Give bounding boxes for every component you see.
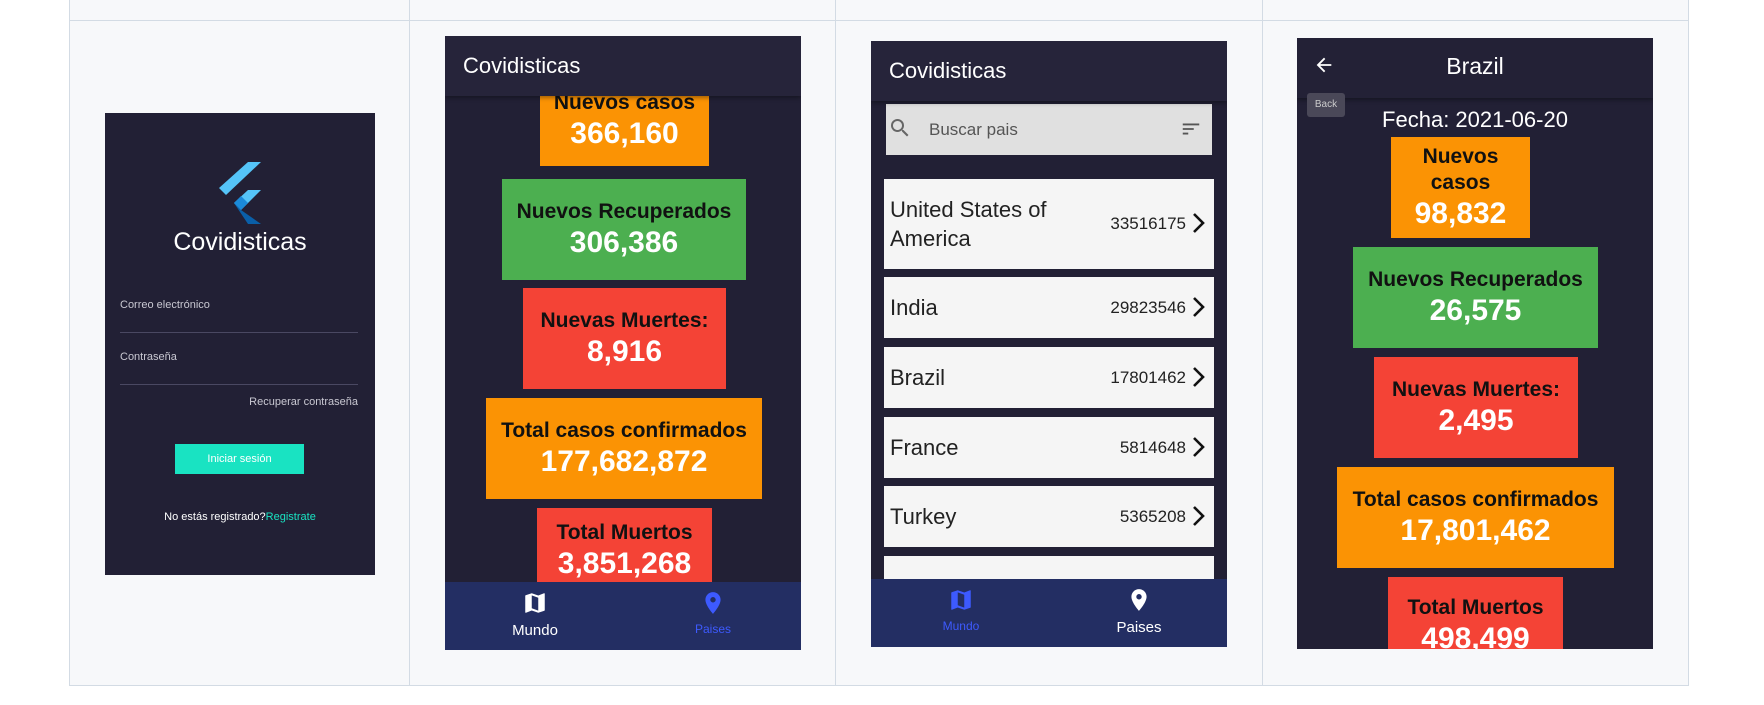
country-list-screen: Covidisticas Buscar pais United States o…	[871, 41, 1227, 647]
app-bar: Covidisticas	[445, 36, 801, 96]
country-detail-screen: Brazil Back Fecha: 2021-06-20 Nuevos cas…	[1297, 38, 1653, 649]
stat-value: 498,499	[1421, 622, 1530, 649]
country-row[interactable]: United States of America 33516175	[884, 179, 1214, 269]
chevron-right-icon	[1193, 506, 1205, 526]
stat-label: Total Muertos	[1407, 596, 1544, 619]
login-button[interactable]: Iniciar sesión	[175, 444, 304, 474]
country-name: France	[890, 435, 959, 460]
nav-item-mundo[interactable]: Mundo	[475, 590, 595, 639]
country-row[interactable]: India 29823546	[884, 277, 1214, 338]
stat-new-deaths: Nuevas Muertes: 8,916	[523, 288, 726, 389]
bottom-navigation: Mundo Paises	[871, 579, 1227, 647]
app-bar-title: Covidisticas	[889, 58, 1007, 83]
stat-label: Total casos confirmados	[501, 418, 747, 442]
stat-value: 177,682,872	[540, 444, 708, 478]
stat-label: Total Muertos	[556, 521, 693, 544]
register-prompt: No estás registrado?Registrate	[105, 511, 375, 523]
search-bar[interactable]: Buscar pais	[886, 104, 1212, 155]
search-icon	[891, 119, 909, 137]
country-name: Brazil	[890, 365, 946, 390]
nav-label: Mundo	[512, 622, 558, 639]
chevron-right-icon	[1193, 367, 1205, 387]
table-cell-top-4	[1262, 0, 1689, 21]
stat-total-deaths: Total Muertos 498,499	[1388, 577, 1563, 649]
recover-password-link[interactable]: Recuperar contraseña	[249, 396, 358, 408]
stat-value: 2,495	[1438, 403, 1514, 437]
table-cell-top-2	[409, 0, 836, 21]
bottom-navigation: Mundo Paises	[445, 582, 801, 650]
stat-total-confirmed: Total casos confirmados 177,682,872	[486, 398, 762, 499]
stat-value: 26,575	[1429, 293, 1522, 327]
stat-value: 3,851,268	[557, 547, 692, 580]
map-icon	[525, 593, 545, 613]
chevron-right-icon	[1193, 213, 1205, 233]
stat-label: Total casos confirmados	[1352, 487, 1599, 511]
world-stats-screen: Covidisticas Nuevos casos 366,160 Nuevos…	[445, 36, 801, 650]
app-bar-title: Brazil	[1446, 53, 1504, 79]
nav-item-paises[interactable]: Paises	[1079, 587, 1199, 636]
login-app-title: Covidisticas	[173, 228, 307, 256]
country-row[interactable]: Turkey 5365208	[884, 486, 1214, 547]
stat-value: 306,386	[569, 225, 679, 259]
stat-label: Nuevas Muertes:	[1391, 377, 1561, 401]
stat-new-deaths: Nuevas Muertes: 2,495	[1374, 357, 1578, 458]
nav-label: Mundo	[942, 619, 980, 633]
app-bar: Brazil	[1297, 38, 1653, 98]
country-row[interactable]: France 5814648	[884, 417, 1214, 478]
app-bar-title: Covidisticas	[463, 53, 581, 78]
register-link[interactable]: Registrate	[265, 511, 316, 523]
stat-total-confirmed: Total casos confirmados 17,801,462	[1337, 467, 1614, 568]
back-arrow-icon[interactable]	[1313, 54, 1335, 76]
location-pin-icon	[705, 592, 721, 614]
nav-item-mundo[interactable]: Mundo	[901, 587, 1021, 633]
table-cell-top-1	[69, 0, 410, 21]
nav-label: Paises	[1116, 619, 1162, 636]
stat-label: Nuevos casos	[1422, 144, 1499, 194]
stat-value: 17,801,462	[1400, 513, 1551, 547]
country-count: 17801462	[1110, 368, 1186, 387]
email-field[interactable]: Correo electrónico	[120, 299, 358, 333]
password-field[interactable]: Contraseña	[120, 351, 358, 385]
flutter-logo-icon	[219, 162, 261, 224]
back-tooltip: Back	[1307, 93, 1345, 117]
location-pin-icon	[1131, 589, 1147, 611]
country-name: India	[890, 295, 938, 320]
country-count: 5814648	[1119, 438, 1186, 457]
country-count: 33516175	[1110, 214, 1186, 233]
country-name: Turkey	[890, 504, 957, 529]
login-screen: Covidisticas Correo electrónico Contrase…	[105, 113, 375, 575]
chevron-right-icon	[1193, 437, 1205, 457]
detail-date: Fecha: 2021-06-20	[1382, 107, 1568, 132]
not-registered-text: No estás registrado?	[164, 511, 266, 523]
country-count: 29823546	[1110, 298, 1186, 317]
stat-label: Nuevos Recuperados	[516, 199, 732, 223]
stat-label: Nuevas Muertes:	[540, 308, 709, 332]
search-input[interactable]: Buscar pais	[929, 120, 1018, 139]
stat-new-cases: Nuevos casos 98,832	[1391, 137, 1530, 238]
map-icon	[951, 590, 971, 610]
nav-item-paises[interactable]: Paises	[653, 590, 773, 636]
table-cell-top-3	[835, 0, 1263, 21]
stat-label: Nuevos casos	[553, 91, 696, 114]
country-name: United States of America	[890, 197, 1047, 251]
stat-value: 8,916	[586, 334, 663, 368]
stat-value: 366,160	[570, 117, 679, 150]
stat-new-recovered: Nuevos Recuperados 306,386	[502, 179, 746, 280]
app-bar: Covidisticas	[871, 41, 1227, 101]
nav-label: Paises	[694, 622, 732, 636]
country-count: 5365208	[1119, 507, 1186, 526]
password-field-label: Contraseña	[120, 351, 177, 363]
country-row[interactable]: Brazil 17801462	[884, 347, 1214, 408]
stat-new-recovered: Nuevos Recuperados 26,575	[1353, 247, 1598, 348]
email-field-label: Correo electrónico	[120, 299, 210, 311]
chevron-right-icon	[1193, 297, 1205, 317]
sort-filter-icon[interactable]	[1180, 118, 1202, 140]
stat-value: 98,832	[1414, 196, 1507, 230]
stat-label: Nuevos Recuperados	[1368, 267, 1583, 291]
